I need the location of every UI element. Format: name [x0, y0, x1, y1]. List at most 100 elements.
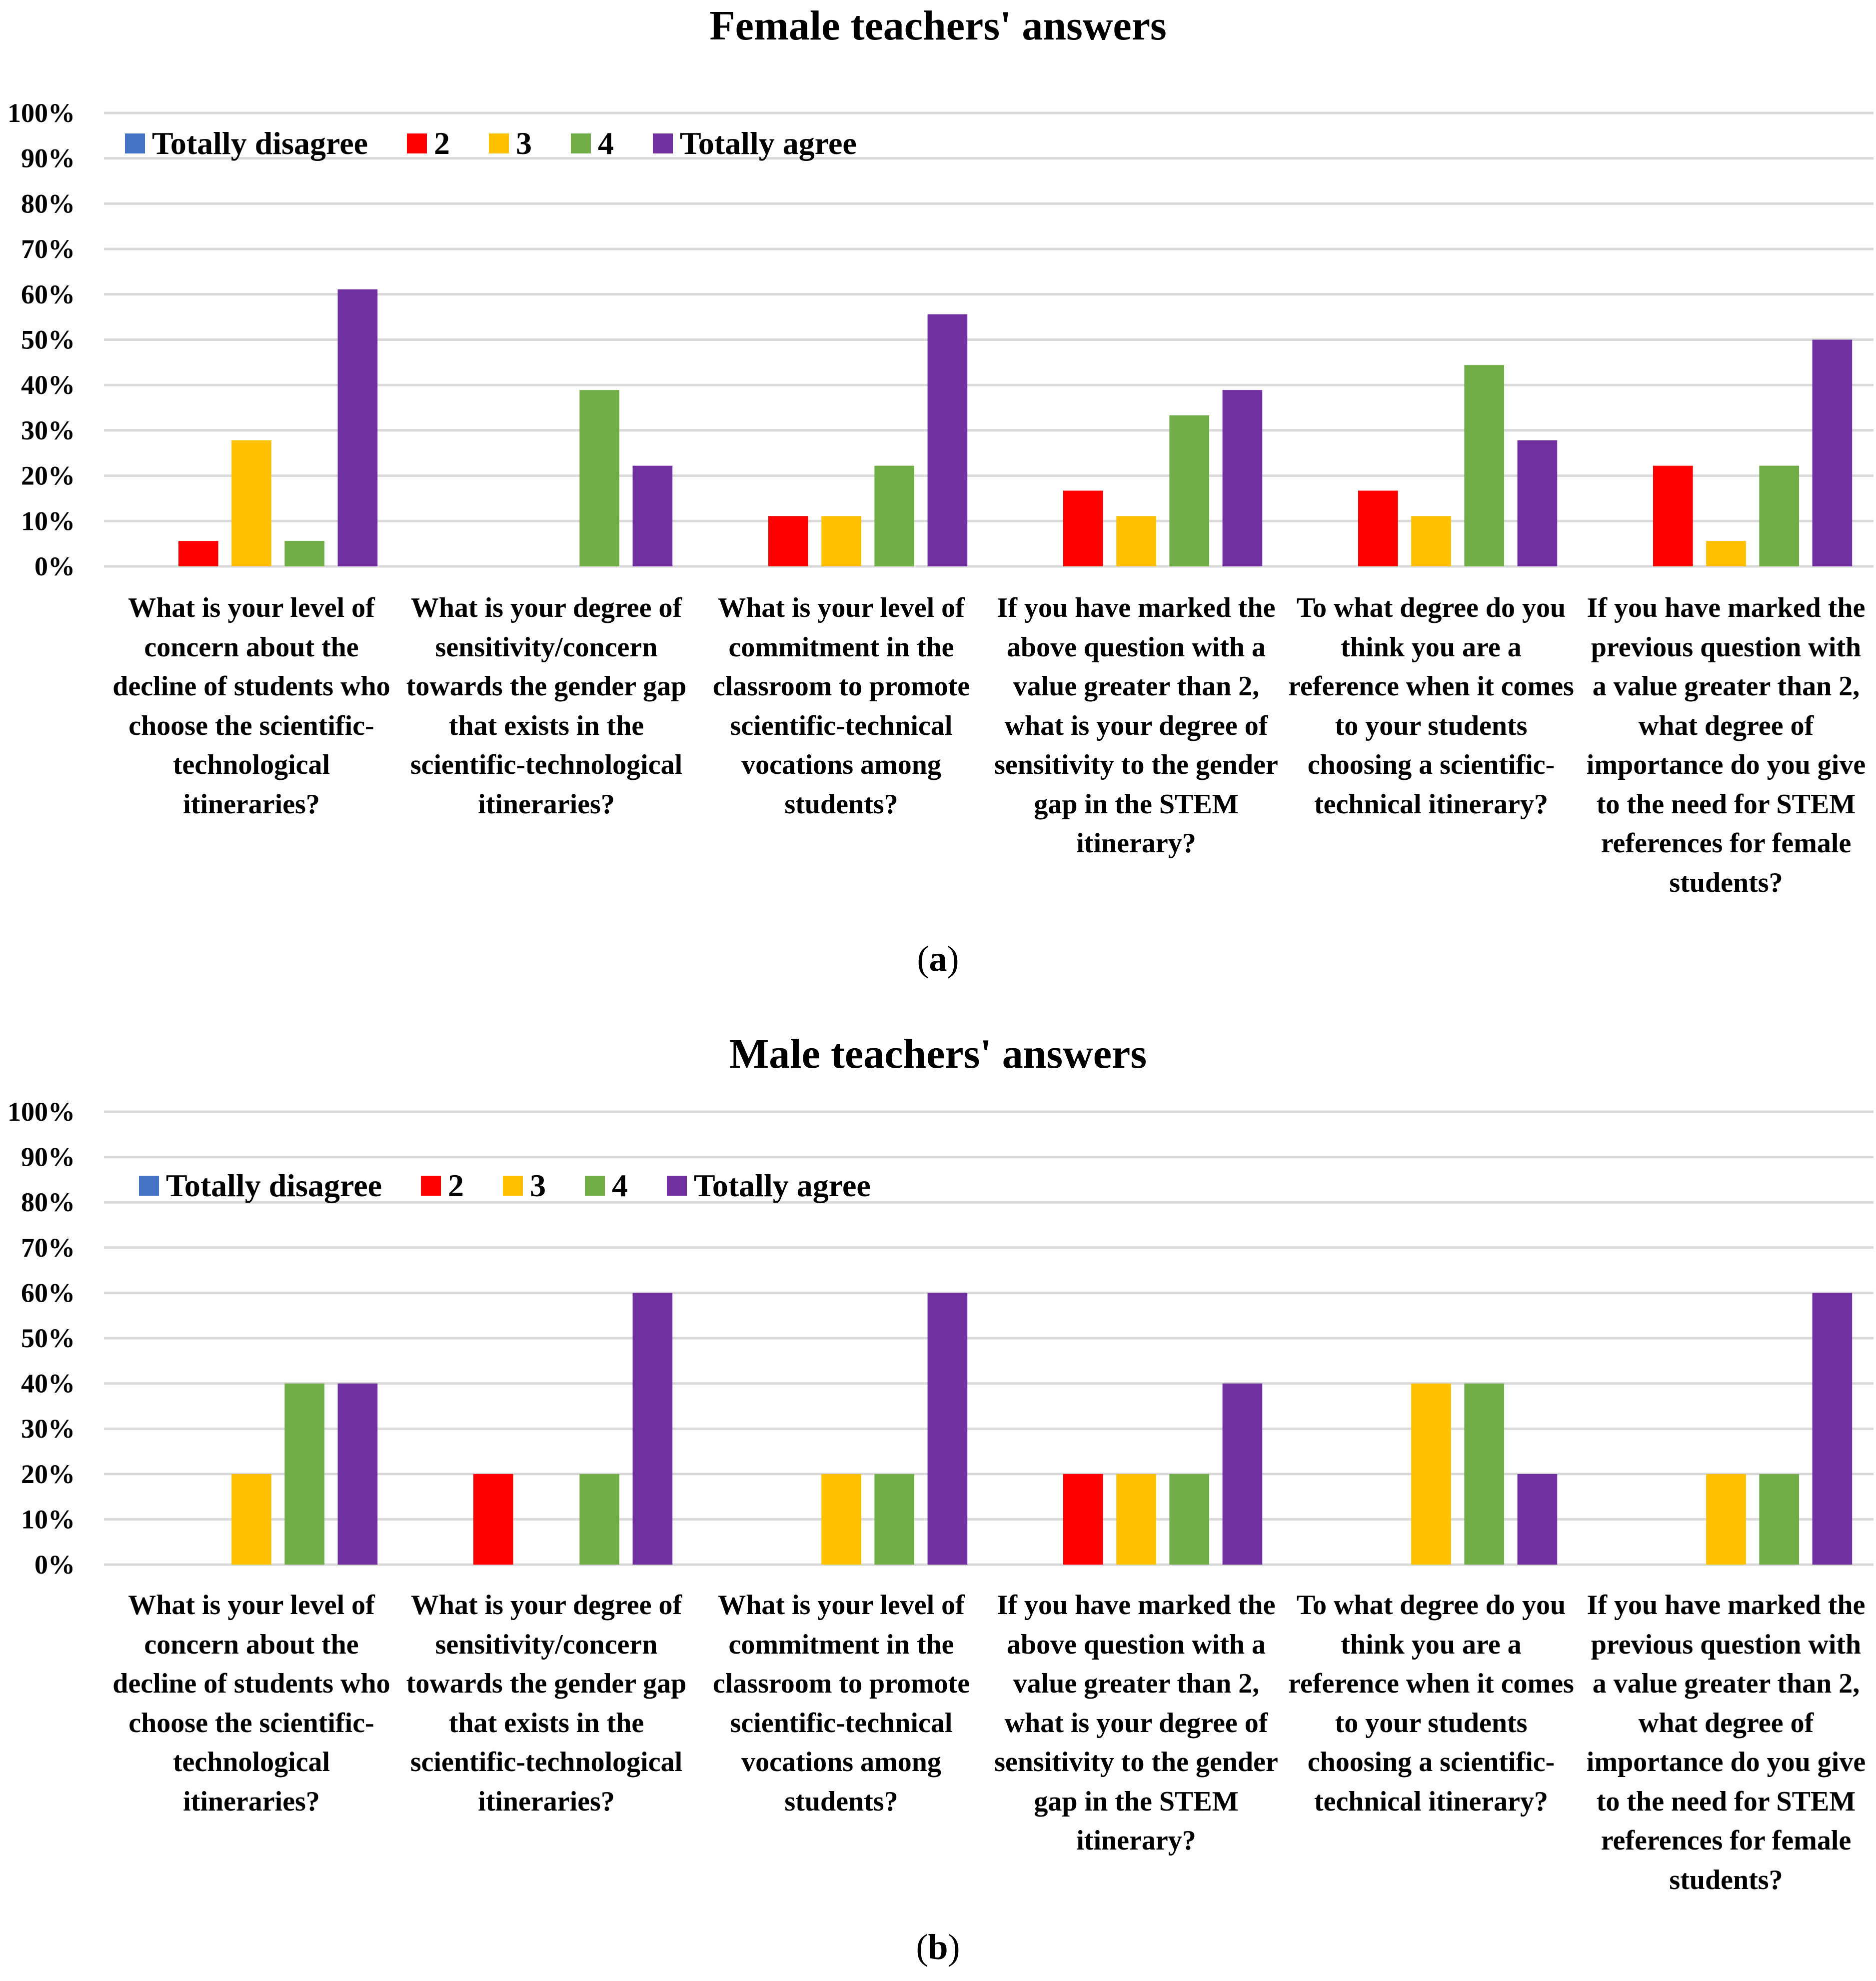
y-tick-label: 80% [21, 188, 75, 218]
bar-totally-agree [337, 289, 378, 566]
bar-4 [1169, 415, 1210, 566]
bar-2 [1063, 490, 1103, 566]
legend-swatch [407, 133, 427, 153]
y-tick-label: 50% [21, 1323, 75, 1353]
panel-label-letter: a [929, 939, 947, 979]
panel-label-open: ( [916, 1927, 928, 1967]
bar-2 [1063, 1474, 1103, 1565]
panel-label-close: ) [948, 1927, 960, 1967]
bar-totally-agree [1222, 1383, 1263, 1565]
plot-area: 0% 10% 20% 30% 40% 50% 60% 70% 80% 90% 100% [7, 1097, 1874, 1580]
y-tick-label: 100% [7, 1097, 75, 1127]
bar-totally-agree [927, 1293, 968, 1565]
legend-item-4: 4 [571, 123, 614, 163]
bar-4 [579, 1474, 620, 1565]
bar-totally-agree [337, 1383, 378, 1565]
legend-item-totally-disagree: Totally disagree [125, 123, 368, 163]
bar-3 [821, 1474, 861, 1565]
legend-label: 2 [434, 125, 450, 161]
category-label: What is your level of concern about the … [112, 592, 390, 820]
panel-label-letter: b [928, 1927, 948, 1967]
y-tick-label: 40% [21, 1369, 75, 1399]
panel-label-close: ) [947, 939, 959, 979]
y-tick-label: 30% [21, 1414, 75, 1444]
category-label: If you have marked the previous question… [1586, 592, 1866, 898]
legend-label: Totally agree [680, 125, 857, 161]
legend-label: 2 [448, 1168, 464, 1203]
y-tick-label: 60% [21, 279, 75, 309]
category-labels: What is your level of concern about the … [104, 588, 1874, 902]
bar-3 [231, 440, 271, 566]
category-label: If you have marked the previous question… [1586, 1590, 1866, 1896]
y-tick-label: 70% [21, 234, 75, 264]
y-tick-label: 20% [21, 1459, 75, 1489]
bar-3 [1706, 1474, 1746, 1565]
bar-4 [1759, 465, 1800, 566]
y-tick-label: 40% [21, 370, 75, 400]
legend-label: 3 [516, 125, 532, 161]
legend-label: Totally agree [694, 1168, 871, 1203]
y-tick-label: 60% [21, 1278, 75, 1308]
bar-4 [874, 465, 915, 566]
bar-3 [1116, 516, 1156, 566]
bar-2 [178, 541, 218, 566]
legend-swatch [489, 133, 509, 153]
legend-label: Totally disagree [152, 125, 368, 161]
legend-swatch [571, 133, 591, 153]
bar-totally-agree [927, 314, 968, 566]
bar-3 [1116, 1474, 1156, 1565]
bar-4 [284, 1383, 325, 1565]
y-tick-label: 10% [21, 1504, 75, 1534]
y-tick-label: 70% [21, 1233, 75, 1263]
bar-4 [1464, 1383, 1505, 1565]
bar-4 [1464, 365, 1505, 566]
bar-4 [284, 541, 325, 566]
legend-label: 3 [530, 1168, 546, 1203]
y-tick-label: 90% [21, 1142, 75, 1172]
legend-swatch [653, 133, 673, 153]
panel-label: (b) [0, 1925, 1876, 1970]
bar-2 [473, 1474, 513, 1565]
bar-totally-agree [1517, 440, 1558, 566]
panel-label-open: ( [917, 939, 929, 979]
legend-swatch [125, 133, 145, 153]
y-tick-label: 0% [34, 551, 75, 581]
legend-item-totally-agree: Totally agree [667, 1166, 871, 1206]
legend-swatch [503, 1176, 523, 1196]
y-tick-label: 90% [21, 143, 75, 173]
bar-4 [579, 390, 620, 566]
bar-totally-agree [1517, 1474, 1558, 1565]
bar-3 [1706, 541, 1746, 566]
legend-item-3: 3 [503, 1166, 546, 1206]
legend-swatch [139, 1176, 159, 1196]
category-label: To what degree do you think you are a re… [1288, 1590, 1574, 1817]
legend-swatch [421, 1176, 441, 1196]
y-tick-label: 30% [21, 415, 75, 445]
legend-item-4: 4 [585, 1166, 628, 1206]
plot-area: 0% 10% 20% 30% 40% 50% 60% 70% 80% 90% 100% [7, 98, 1874, 581]
category-label: If you have marked the above question wi… [994, 1590, 1278, 1856]
chart-male: Male teachers' answers 0% 10% 20% 30% 40% 50%… [0, 997, 1876, 1981]
y-tick-label: 100% [7, 98, 75, 128]
bar-4 [1759, 1474, 1800, 1565]
category-label: What is your degree of sensitivity/conce… [406, 592, 687, 820]
bar-2 [1653, 465, 1693, 566]
chart-female: Female teachers' answers 0% 10% 20% 30% 40% 5… [7, 2, 1874, 979]
bar-4 [874, 1474, 915, 1565]
bar-totally-agree [1812, 1293, 1853, 1565]
category-label: What is your level of commitment in the … [712, 592, 970, 820]
legend-item-2: 2 [421, 1166, 464, 1206]
category-label: What is your level of concern about the … [112, 1590, 390, 1817]
category-label: What is your degree of sensitivity/conce… [406, 1590, 687, 1817]
y-tick-label: 80% [21, 1187, 75, 1217]
bar-totally-agree [1812, 339, 1853, 566]
y-tick-label: 50% [21, 325, 75, 355]
legend-swatch [667, 1176, 687, 1196]
category-labels: What is your level of concern about the … [104, 1586, 1874, 1900]
legend: Totally disagree 2 3 4 Totally agree [139, 1166, 910, 1206]
bar-2 [1358, 490, 1398, 566]
legend-swatch [585, 1176, 605, 1196]
bar-2 [768, 516, 808, 566]
bar-totally-agree [1222, 390, 1263, 566]
legend-label: 4 [612, 1168, 628, 1203]
